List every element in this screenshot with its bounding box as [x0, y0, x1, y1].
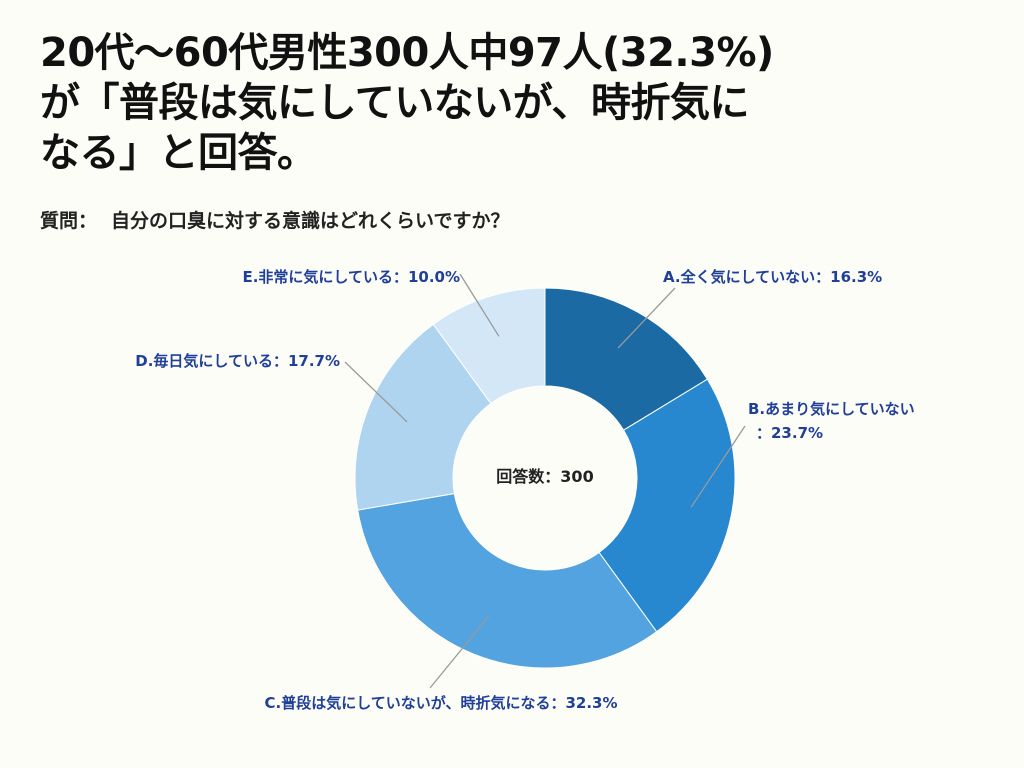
center-total-label: 回答数：300: [496, 467, 593, 486]
slice-d: [354, 323, 492, 511]
survey-question: 質問： 自分の口臭に対する意識はどれくらいですか？: [40, 206, 509, 233]
slice-e: [432, 287, 546, 405]
leader-line-b: [690, 425, 746, 508]
slice-b: [598, 378, 736, 633]
slice-c: [357, 492, 658, 669]
slice-label-b: B.あまり気にしていない ：23.7%: [748, 400, 915, 442]
leader-line-c: [429, 615, 490, 689]
slice-label-c: C.普段は気にしていないが、時折気になる：32.3%: [265, 694, 618, 712]
slice-label-c-line-1: C.普段は気にしていないが、時折気になる：32.3%: [265, 694, 618, 712]
slice-label-b-line-1: B.あまり気にしていない: [748, 400, 915, 418]
question-text: 自分の口臭に対する意識はどれくらいですか？: [111, 210, 510, 232]
slice-label-e: E.非常に気にしている：10.0%: [242, 268, 460, 286]
headline-line-3: なる」と回答。: [40, 130, 317, 176]
headline-line-2: が「普段は気にしていないが、時折気に: [40, 80, 750, 126]
slice-labels: A.全く気にしていない：16.3% B.あまり気にしていない ：23.7% C.普段は…: [135, 268, 914, 712]
slice-a: [544, 287, 709, 431]
headline-line-1: 20代〜60代男性300人中97人(32.3%): [40, 30, 774, 76]
slice-label-a-line-1: A.全く気にしていない：16.3%: [663, 268, 882, 286]
donut-slices: [354, 287, 736, 669]
slice-label-d-line-1: D.毎日気にしている：17.7%: [135, 352, 340, 370]
leader-lines: [344, 273, 746, 689]
question-prefix: 質問：: [40, 210, 98, 232]
headline: 20代〜60代男性300人中97人(32.3%) が「普段は気にしていないが、時…: [40, 28, 990, 178]
slice-label-d: D.毎日気にしている：17.7%: [135, 352, 340, 370]
leader-line-d: [344, 361, 408, 423]
slice-label-e-line-1: E.非常に気にしている：10.0%: [242, 268, 460, 286]
slice-label-a: A.全く気にしていない：16.3%: [663, 268, 882, 286]
slice-label-b-line-2: ：23.7%: [756, 424, 823, 442]
leader-line-e: [459, 273, 500, 337]
leader-line-a: [617, 287, 676, 349]
